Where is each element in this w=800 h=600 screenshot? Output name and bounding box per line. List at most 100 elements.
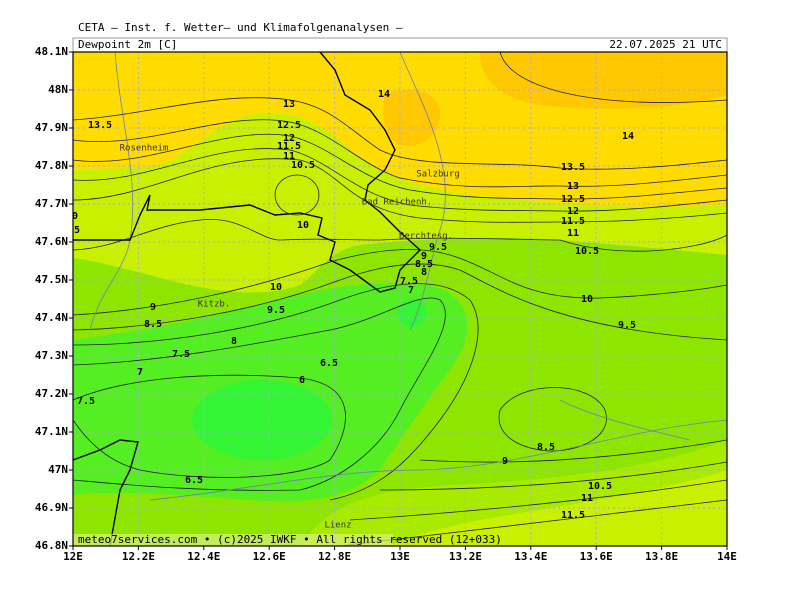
river <box>89 51 134 331</box>
contour <box>72 148 728 212</box>
lon-tick-label: 13.4E <box>514 550 547 563</box>
field-yellowgreen <box>275 175 319 215</box>
contour-label: 6.5 <box>185 475 203 486</box>
contour-label: 5 <box>74 225 80 236</box>
contour-label: 8.5 <box>415 259 433 270</box>
contour <box>274 174 320 216</box>
field-brightest-green <box>192 380 332 460</box>
contour <box>72 249 728 316</box>
contour-label: 7.5 <box>77 396 95 407</box>
lat-tick-label: 47.2N <box>35 387 68 400</box>
rivers <box>89 51 728 501</box>
lon-tick-label: 12.8E <box>318 550 351 563</box>
source-header: CETA — Inst. f. Wetter— und Klimafolgena… <box>78 21 403 34</box>
contour-label: 11 <box>283 151 295 162</box>
contour-label: 10.5 <box>575 246 599 257</box>
contour-label: 12 <box>283 133 295 144</box>
contour <box>72 218 728 252</box>
contour-label: 7 <box>408 285 414 296</box>
contour-label: 9 <box>421 251 427 262</box>
contour-label: 9.5 <box>429 242 447 253</box>
contour-label: 11.5 <box>561 216 585 227</box>
contour-label: 6 <box>299 375 305 386</box>
contour-label: 10 <box>270 282 282 293</box>
contour-label: 7 <box>137 367 143 378</box>
contour-label: 13 <box>567 181 579 192</box>
field-orange <box>383 89 441 146</box>
contour-label: 10 <box>297 220 309 231</box>
contour-label: 9 <box>150 302 156 313</box>
lat-tick-label: 47.1N <box>35 425 68 438</box>
contour-label: 12 <box>567 206 579 217</box>
river <box>559 399 691 441</box>
contour-label: 9 <box>502 456 508 467</box>
labels: Rosenheim Salzburg Bad Reichenh. Berchtesg.… <box>72 89 636 531</box>
contour-label: 0 <box>72 211 78 222</box>
place-label: Rosenheim <box>120 144 169 154</box>
river <box>399 51 446 331</box>
lat-tick-label: 46.8N <box>35 539 68 552</box>
contour-label: 13.5 <box>561 162 585 173</box>
contour-label: 11 <box>567 228 579 239</box>
map-title: Dewpoint 2m [C] <box>78 38 177 51</box>
footer: meteo7services.com • (c)2025 IWKF • All … <box>78 533 502 546</box>
lon-tick-label: 14E <box>717 550 737 563</box>
lat-tick-label: 46.9N <box>35 501 68 514</box>
contour-label: 14 <box>378 89 390 100</box>
contour-label: 8 <box>231 336 237 347</box>
contour-label: 10.5 <box>291 160 315 171</box>
contour-label: 8.5 <box>144 319 162 330</box>
contour <box>498 387 607 452</box>
lat-tick-label: 47.7N <box>35 197 68 210</box>
borders <box>72 51 422 547</box>
contour <box>72 133 728 200</box>
lat-tick-label: 47.6N <box>35 235 68 248</box>
contour <box>349 479 728 521</box>
contour-label: 7.5 <box>400 276 418 287</box>
contour-label: 6.5 <box>320 358 338 369</box>
contour-label: 12.5 <box>277 120 301 131</box>
contour-label: 8.5 <box>537 442 555 453</box>
contours <box>72 51 728 547</box>
contour <box>72 263 728 341</box>
lon-tick-label: 12.2E <box>122 550 155 563</box>
field-brightest-green <box>397 299 427 327</box>
contour-label: 12.5 <box>561 194 585 205</box>
lat-tick-label: 47.8N <box>35 159 68 172</box>
field-orange <box>480 52 727 109</box>
lon-tick-label: 13.2E <box>449 550 482 563</box>
contour <box>419 439 728 463</box>
contour <box>72 158 728 223</box>
footer-box <box>73 534 393 546</box>
river <box>149 419 728 501</box>
lat-tick-label: 47.9N <box>35 121 68 134</box>
contour <box>72 119 728 188</box>
lat-tick-label: 47.4N <box>35 311 68 324</box>
contour-label: 10.5 <box>588 481 612 492</box>
lon-tick-label: 13.6E <box>580 550 613 563</box>
valid-time: 22.07.2025 21 UTC <box>609 38 722 51</box>
place-label: Berchtesg. <box>399 232 453 242</box>
contour-label: 7.5 <box>172 349 190 360</box>
country-border <box>72 439 139 547</box>
contour <box>72 97 728 170</box>
place-label: Kitzb. <box>198 300 231 310</box>
contour <box>72 283 479 501</box>
contour <box>72 297 446 491</box>
lat-tick-label: 48.1N <box>35 45 68 58</box>
contour <box>379 461 728 491</box>
contour-label: 10 <box>581 294 593 305</box>
lat-tick-label: 47.5N <box>35 273 68 286</box>
lon-tick-label: 12E <box>63 550 83 563</box>
lon-tick-label: 13.8E <box>645 550 678 563</box>
place-label: Salzburg <box>416 170 459 180</box>
place-label: Lienz <box>324 521 351 531</box>
contour-label: 14 <box>622 131 634 142</box>
country-border <box>73 51 422 293</box>
contour-label: 9.5 <box>618 320 636 331</box>
lat-tick-label: 48N <box>48 83 68 96</box>
contour-label: 9.5 <box>267 305 285 316</box>
lat-tick-label: 47N <box>48 463 68 476</box>
contour-label: 11 <box>581 493 593 504</box>
